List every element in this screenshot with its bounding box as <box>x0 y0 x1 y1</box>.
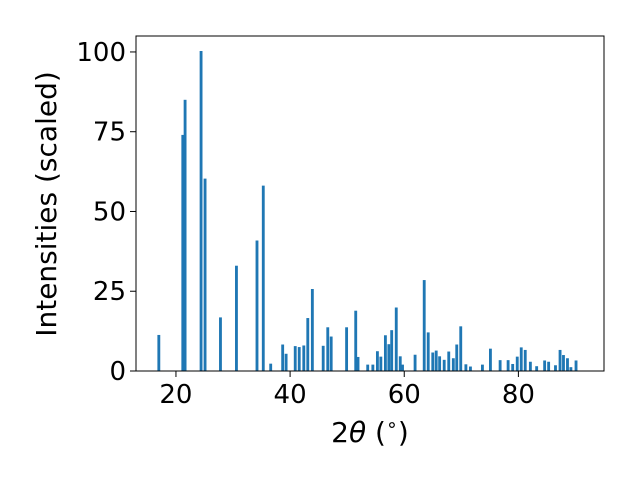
bar <box>426 332 430 371</box>
bar <box>354 310 358 371</box>
bar <box>183 99 187 371</box>
bar <box>422 280 426 371</box>
y-tick-label: 75 <box>93 118 126 148</box>
bar <box>535 366 539 371</box>
bar <box>269 363 273 371</box>
bar <box>321 345 325 371</box>
bar <box>157 334 161 371</box>
bar <box>442 359 446 371</box>
x-tick-label: 20 <box>159 380 192 410</box>
bar <box>413 354 417 371</box>
bar <box>558 349 562 371</box>
bar <box>528 361 532 371</box>
bar <box>554 365 557 371</box>
bars-group <box>157 51 578 371</box>
bar <box>261 185 265 371</box>
bar <box>498 360 502 371</box>
bar <box>511 363 515 371</box>
bar <box>345 327 349 371</box>
bar <box>306 318 310 371</box>
bar <box>379 356 383 371</box>
y-tick-label: 25 <box>93 277 126 307</box>
bar <box>375 351 379 371</box>
bar <box>284 353 288 371</box>
bar <box>383 335 387 371</box>
bar <box>371 364 375 371</box>
bar <box>235 265 238 371</box>
bar <box>398 356 402 371</box>
bar <box>447 351 451 371</box>
bar <box>515 356 519 371</box>
bar <box>203 178 207 371</box>
bar <box>293 346 297 371</box>
bar <box>459 326 463 371</box>
x-tick-label: 60 <box>388 380 421 410</box>
plot-frame <box>135 35 605 372</box>
bar <box>547 361 551 371</box>
bar <box>297 347 301 371</box>
bar <box>543 360 547 371</box>
x-axis: 20 40 60 80 <box>159 371 535 410</box>
y-axis-label: Intensities (scaled) <box>30 71 63 337</box>
bar <box>366 364 370 371</box>
bar <box>455 344 459 371</box>
y-tick-label: 0 <box>109 357 126 387</box>
bar <box>574 360 578 371</box>
bar <box>329 336 333 371</box>
bar <box>310 289 314 371</box>
bar <box>401 364 404 371</box>
bar <box>469 366 472 371</box>
bar <box>481 364 484 371</box>
bar <box>451 358 455 371</box>
bar <box>434 350 438 371</box>
bar <box>181 134 185 371</box>
x-tick-label: 80 <box>502 380 535 410</box>
bar <box>394 307 398 371</box>
bar <box>199 51 203 371</box>
bar <box>219 317 222 371</box>
bar <box>523 349 527 371</box>
bar <box>255 240 259 371</box>
bar <box>326 327 330 371</box>
x-axis-label: 2θ (∘) <box>331 414 409 449</box>
bar <box>464 364 468 371</box>
y-tick-label: 50 <box>93 197 126 227</box>
bar <box>302 345 306 371</box>
bar <box>281 344 285 371</box>
bar <box>562 355 565 371</box>
y-tick-label: 100 <box>76 38 126 68</box>
bar <box>390 330 394 371</box>
bar <box>506 360 510 371</box>
bar <box>438 356 442 371</box>
bar <box>519 347 523 371</box>
bar <box>387 344 391 371</box>
bar <box>356 356 360 371</box>
x-tick-label: 40 <box>274 380 307 410</box>
y-axis: 0 25 50 75 100 <box>76 38 136 387</box>
bar <box>489 348 492 371</box>
bar <box>431 352 435 371</box>
bar <box>566 358 569 371</box>
bar <box>569 367 573 371</box>
